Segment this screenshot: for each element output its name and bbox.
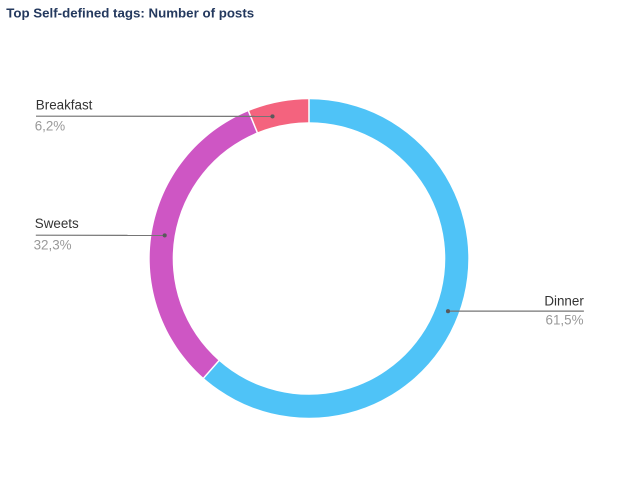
svg-text:Dinner: Dinner [544, 293, 584, 308]
svg-text:Breakfast: Breakfast [36, 97, 93, 112]
svg-text:Sweets: Sweets [35, 216, 79, 231]
svg-text:6,2%: 6,2% [35, 119, 66, 134]
svg-text:Top Self-defined tags: Number: Top Self-defined tags: Number of posts [6, 6, 254, 21]
svg-text:32,3%: 32,3% [34, 237, 72, 252]
svg-text:61,5%: 61,5% [546, 313, 584, 328]
